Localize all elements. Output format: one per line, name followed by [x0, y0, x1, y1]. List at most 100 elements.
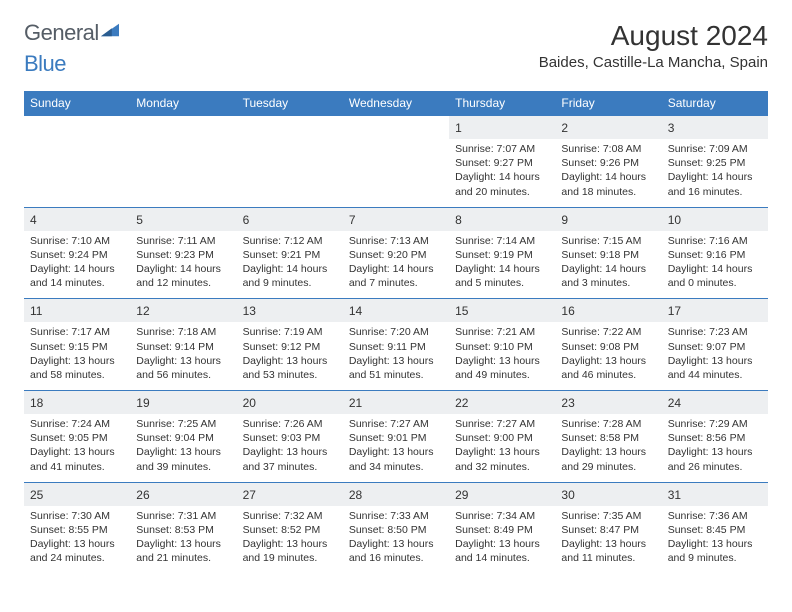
day-line: Sunrise: 7:17 AM — [30, 325, 124, 339]
day-cell: 7Sunrise: 7:13 AMSunset: 9:20 PMDaylight… — [343, 207, 449, 299]
day-line: Sunset: 8:52 PM — [243, 523, 337, 537]
day-number: 26 — [136, 488, 149, 502]
day-line: and 26 minutes. — [668, 460, 762, 474]
day-line: Sunset: 9:25 PM — [668, 156, 762, 170]
day-line: and 49 minutes. — [455, 368, 549, 382]
day-line: Daylight: 13 hours — [243, 537, 337, 551]
day-line: Sunset: 9:27 PM — [455, 156, 549, 170]
day-line: Daylight: 13 hours — [136, 354, 230, 368]
day-number: 21 — [349, 396, 362, 410]
day-line: Sunrise: 7:24 AM — [30, 417, 124, 431]
day-cell: 1Sunrise: 7:07 AMSunset: 9:27 PMDaylight… — [449, 116, 555, 208]
day-cell: 20 Sunrise: 7:26 AMSunset: 9:03 PMDayligh… — [237, 391, 343, 483]
day-line: Sunset: 9:05 PM — [30, 431, 124, 445]
day-number: 25 — [30, 488, 43, 502]
day-line: Daylight: 14 hours — [668, 262, 762, 276]
day-line: Sunset: 9:03 PM — [243, 431, 337, 445]
day-content — [237, 121, 343, 186]
day-cell: 11Sunrise: 7:17 AMSunset: 9:15 PMDayligh… — [24, 299, 130, 391]
day-cell: 24Sunrise: 7:29 AMSunset: 8:56 PMDayligh… — [662, 391, 768, 483]
day-content: Sunrise: 7:07 AMSunset: 9:27 PMDaylight:… — [449, 139, 555, 207]
day-number: 20 — [243, 396, 256, 410]
day-number: 3 — [668, 121, 675, 135]
day-line: Sunset: 9:21 PM — [243, 248, 337, 262]
day-line: Sunrise: 7:27 AM — [349, 417, 443, 431]
day-content: Sunrise: 7:18 AMSunset: 9:14 PMDaylight:… — [130, 322, 236, 390]
day-cell: 13 Sunrise: 7:19 AMSunset: 9:12 PMDayligh… — [237, 299, 343, 391]
day-line: and 19 minutes. — [243, 551, 337, 565]
day-content: Sunrise: 7:24 AMSunset: 9:05 PMDaylight:… — [24, 414, 130, 482]
day-line: Sunrise: 7:19 AM — [243, 325, 337, 339]
day-line: Daylight: 13 hours — [561, 445, 655, 459]
day-line: and 29 minutes. — [561, 460, 655, 474]
month-title: August 2024 — [539, 20, 768, 52]
day-line: and 12 minutes. — [136, 276, 230, 290]
day-content: Sunrise: 7:25 AMSunset: 9:04 PMDaylight:… — [130, 414, 236, 482]
day-line: Sunrise: 7:20 AM — [349, 325, 443, 339]
day-content: Sunrise: 7:31 AMSunset: 8:53 PMDaylight:… — [130, 506, 236, 574]
location: Baides, Castille-La Mancha, Spain — [539, 54, 768, 71]
day-line: Sunset: 9:14 PM — [136, 340, 230, 354]
day-number: 6 — [243, 213, 250, 227]
day-line: Sunrise: 7:15 AM — [561, 234, 655, 248]
day-number: 28 — [349, 488, 362, 502]
day-cell — [24, 116, 130, 208]
day-cell: 15Sunrise: 7:21 AMSunset: 9:10 PMDayligh… — [449, 299, 555, 391]
day-content: Sunrise: 7:27 AMSunset: 9:00 PMDaylight:… — [449, 414, 555, 482]
day-line: and 7 minutes. — [349, 276, 443, 290]
day-line: and 11 minutes. — [561, 551, 655, 565]
day-line: Daylight: 13 hours — [30, 537, 124, 551]
day-line: and 58 minutes. — [30, 368, 124, 382]
day-line: Sunrise: 7:26 AM — [243, 417, 337, 431]
day-line: Sunrise: 7:16 AM — [668, 234, 762, 248]
day-line: Daylight: 13 hours — [30, 445, 124, 459]
day-number: 8 — [455, 213, 462, 227]
day-line: Sunrise: 7:10 AM — [30, 234, 124, 248]
day-line: and 53 minutes. — [243, 368, 337, 382]
day-line: Daylight: 14 hours — [455, 262, 549, 276]
day-line: Daylight: 13 hours — [136, 445, 230, 459]
day-number: 19 — [136, 396, 149, 410]
day-line: Daylight: 14 hours — [349, 262, 443, 276]
day-line: and 5 minutes. — [455, 276, 549, 290]
week-row: 1Sunrise: 7:07 AMSunset: 9:27 PMDaylight… — [24, 116, 768, 208]
day-number: 12 — [136, 304, 149, 318]
day-header-row: SundayMondayTuesdayWednesdayThursdayFrid… — [24, 91, 768, 116]
day-cell: 6Sunrise: 7:12 AMSunset: 9:21 PMDaylight… — [237, 207, 343, 299]
day-line: and 56 minutes. — [136, 368, 230, 382]
day-number: 24 — [668, 396, 681, 410]
day-line: Sunrise: 7:30 AM — [30, 509, 124, 523]
day-content: Sunrise: 7:28 AMSunset: 8:58 PMDaylight:… — [555, 414, 661, 482]
day-content: Sunrise: 7:15 AMSunset: 9:18 PMDaylight:… — [555, 231, 661, 299]
day-line: and 9 minutes. — [668, 551, 762, 565]
day-content: Sunrise: 7:32 AMSunset: 8:52 PMDaylight:… — [237, 506, 343, 574]
day-number: 9 — [561, 213, 568, 227]
triangle-icon — [101, 23, 119, 37]
day-cell: 14Sunrise: 7:20 AMSunset: 9:11 PMDayligh… — [343, 299, 449, 391]
day-line: Sunset: 9:24 PM — [30, 248, 124, 262]
day-cell: 10Sunrise: 7:16 AMSunset: 9:16 PMDayligh… — [662, 207, 768, 299]
day-header: Tuesday — [237, 91, 343, 116]
day-content: Sunrise: 7:19 AMSunset: 9:12 PMDaylight:… — [237, 322, 343, 390]
day-line: and 44 minutes. — [668, 368, 762, 382]
day-number: 29 — [455, 488, 468, 502]
day-content: Sunrise: 7:16 AMSunset: 9:16 PMDaylight:… — [662, 231, 768, 299]
day-line: Sunset: 8:45 PM — [668, 523, 762, 537]
day-number: 13 — [243, 304, 256, 318]
day-cell: 23Sunrise: 7:28 AMSunset: 8:58 PMDayligh… — [555, 391, 661, 483]
day-line: and 32 minutes. — [455, 460, 549, 474]
day-line: and 37 minutes. — [243, 460, 337, 474]
day-line: Daylight: 13 hours — [561, 354, 655, 368]
day-line: and 3 minutes. — [561, 276, 655, 290]
day-line: Daylight: 13 hours — [561, 537, 655, 551]
day-content: Sunrise: 7:17 AMSunset: 9:15 PMDaylight:… — [24, 322, 130, 390]
day-line: Sunset: 9:10 PM — [455, 340, 549, 354]
day-content: Sunrise: 7:33 AMSunset: 8:50 PMDaylight:… — [343, 506, 449, 574]
day-cell: 25Sunrise: 7:30 AMSunset: 8:55 PMDayligh… — [24, 482, 130, 573]
day-line: Sunrise: 7:22 AM — [561, 325, 655, 339]
day-number: 16 — [561, 304, 574, 318]
day-content: Sunrise: 7:26 AMSunset: 9:03 PMDaylight:… — [237, 414, 343, 482]
day-line: Daylight: 13 hours — [455, 445, 549, 459]
day-line: and 14 minutes. — [455, 551, 549, 565]
day-line: Sunset: 9:12 PM — [243, 340, 337, 354]
